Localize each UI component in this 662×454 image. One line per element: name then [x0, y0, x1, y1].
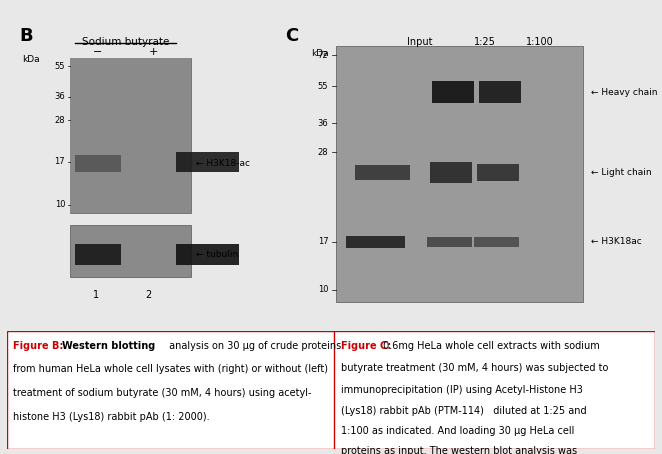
Text: 1: 1 — [93, 290, 99, 300]
Bar — [176, 152, 238, 172]
Text: B: B — [20, 27, 34, 45]
Bar — [70, 225, 191, 277]
Text: 1:25: 1:25 — [474, 37, 496, 47]
Text: analysis on 30 µg of crude proteins: analysis on 30 µg of crude proteins — [166, 341, 341, 351]
Text: Figure C:: Figure C: — [341, 341, 391, 351]
Bar — [430, 163, 472, 183]
Bar — [75, 243, 121, 265]
Text: from human HeLa whole cell lysates with (right) or without (left): from human HeLa whole cell lysates with … — [13, 365, 328, 375]
Bar — [432, 81, 474, 103]
Text: 17: 17 — [54, 157, 65, 166]
Text: 36: 36 — [54, 92, 65, 101]
Bar — [355, 165, 410, 180]
Text: 2: 2 — [146, 290, 152, 300]
Text: 72: 72 — [318, 51, 328, 60]
Bar — [176, 243, 238, 265]
Text: 0.6mg HeLa whole cell extracts with sodium: 0.6mg HeLa whole cell extracts with sodi… — [380, 341, 599, 351]
Text: kDa: kDa — [310, 49, 328, 58]
Bar — [70, 58, 191, 212]
Text: +: + — [148, 48, 158, 58]
Text: ← tubulin: ← tubulin — [196, 250, 238, 259]
Text: 28: 28 — [318, 148, 328, 157]
Bar — [427, 237, 472, 247]
Text: butyrate treatment (30 mM, 4 hours) was subjected to: butyrate treatment (30 mM, 4 hours) was … — [341, 363, 608, 373]
Text: ← Heavy chain: ← Heavy chain — [591, 88, 657, 97]
Text: proteins as input. The western blot analysis was: proteins as input. The western blot anal… — [341, 446, 577, 454]
Text: C: C — [285, 27, 298, 45]
Text: ← H3K18ac: ← H3K18ac — [591, 237, 641, 247]
Text: Figure B:: Figure B: — [13, 341, 64, 351]
Text: 1:100: 1:100 — [526, 37, 553, 47]
Text: 55: 55 — [318, 82, 328, 91]
Bar — [477, 164, 519, 181]
Text: treatment of sodium butyrate (30 mM, 4 hours) using acetyl-: treatment of sodium butyrate (30 mM, 4 h… — [13, 388, 312, 398]
Text: histone H3 (Lys18) rabbit pAb (1: 2000).: histone H3 (Lys18) rabbit pAb (1: 2000). — [13, 412, 210, 422]
Text: (Lys18) rabbit pAb (PTM-114)   diluted at 1:25 and: (Lys18) rabbit pAb (PTM-114) diluted at … — [341, 406, 587, 416]
Text: 28: 28 — [54, 115, 65, 124]
Text: −: − — [93, 48, 103, 58]
Text: Sodium butyrate: Sodium butyrate — [82, 37, 169, 47]
Bar — [75, 155, 121, 172]
Bar — [336, 46, 583, 302]
Text: 10: 10 — [318, 285, 328, 294]
Text: ← H3K18-ac: ← H3K18-ac — [196, 159, 250, 168]
Text: 1:100 as indicated. And loading 30 µg HeLa cell: 1:100 as indicated. And loading 30 µg He… — [341, 426, 574, 436]
Bar — [479, 81, 522, 103]
Bar — [70, 58, 191, 212]
Text: immunoprecipitation (IP) using Acetyl-Histone H3: immunoprecipitation (IP) using Acetyl-Hi… — [341, 385, 583, 395]
Text: 55: 55 — [55, 61, 65, 70]
Text: 10: 10 — [55, 200, 65, 209]
Text: ← Light chain: ← Light chain — [591, 168, 651, 177]
Text: 17: 17 — [318, 237, 328, 247]
Bar — [346, 236, 405, 248]
Text: 36: 36 — [318, 118, 328, 128]
Bar — [474, 237, 519, 247]
Text: kDa: kDa — [23, 55, 40, 64]
Text: Western blotting: Western blotting — [62, 341, 155, 351]
Text: Input: Input — [406, 37, 432, 47]
